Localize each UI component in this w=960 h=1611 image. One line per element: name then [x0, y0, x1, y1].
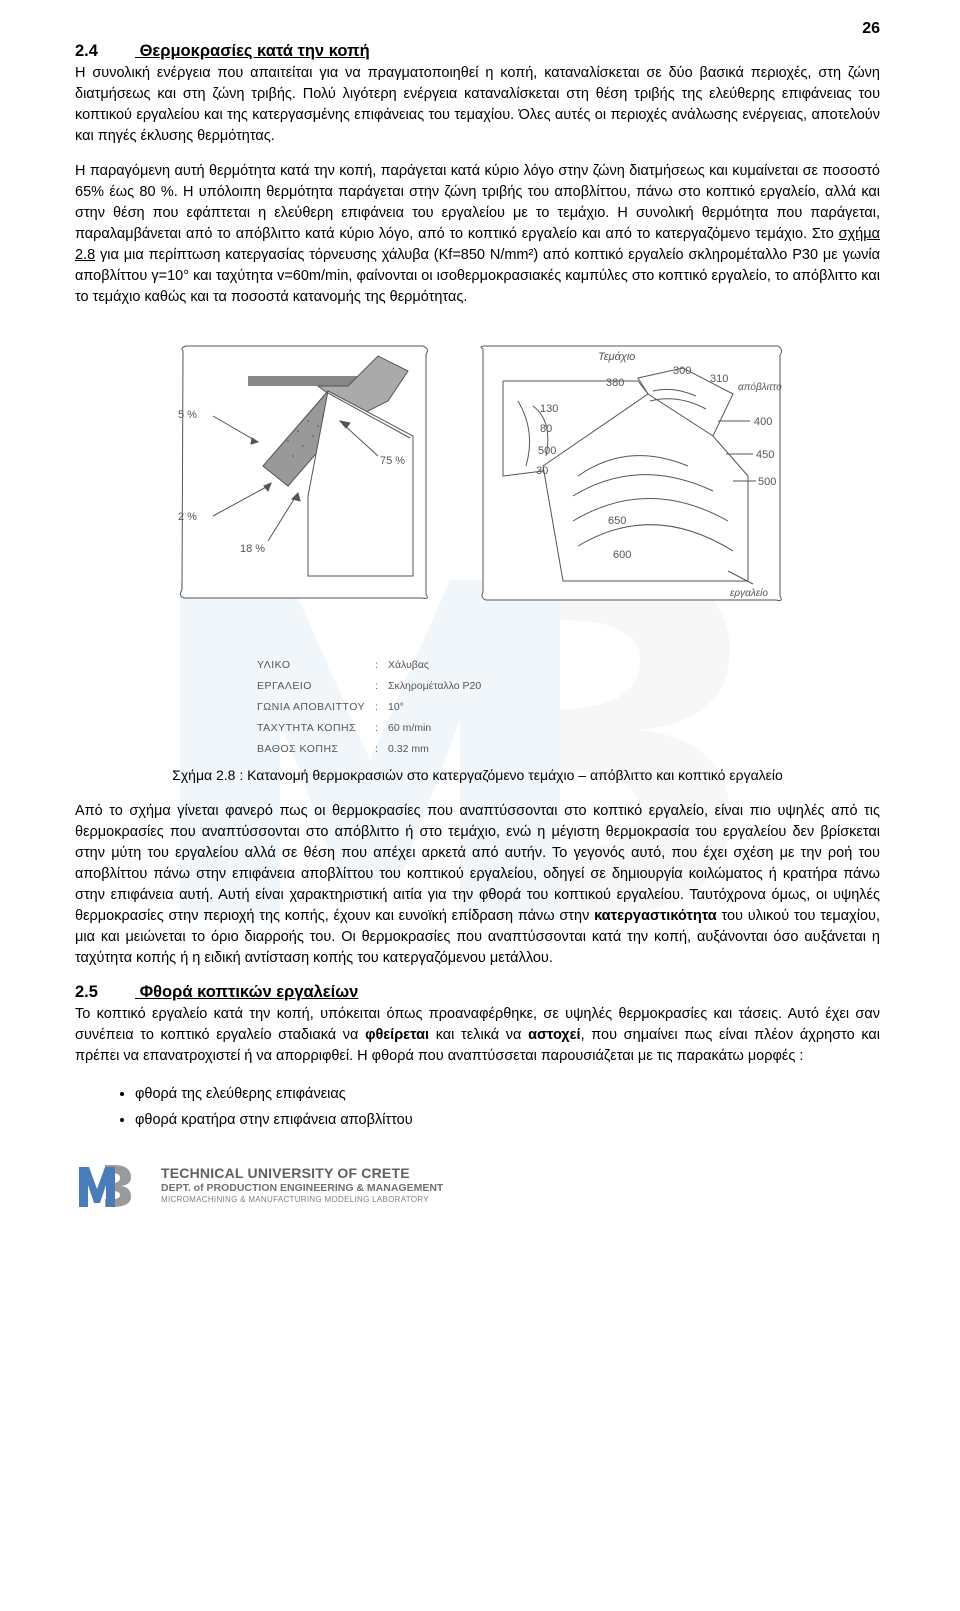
- svg-text:300: 300: [673, 365, 691, 377]
- svg-text:500: 500: [538, 445, 556, 457]
- footer-line-2: DEPT. of PRODUCTION ENGINEERING & MANAGE…: [161, 1182, 443, 1195]
- section-2-5-para: Το κοπτικό εργαλείο κατά την κοπή, υπόκε…: [75, 1004, 880, 1067]
- svg-text:30: 30: [536, 465, 548, 477]
- para-3: Από το σχήμα γίνεται φανερό πως οι θερμο…: [75, 801, 880, 969]
- section-number: 2.5: [75, 983, 135, 1002]
- lbl-temaxio: Τεμάχιο: [598, 351, 635, 363]
- section-2-5-header: 2.5 Φθορά κοπτικών εργαλείων: [75, 983, 880, 1002]
- svg-text:380: 380: [606, 377, 624, 389]
- pct-5: 5 %: [178, 409, 197, 421]
- pct-75: 75 %: [380, 455, 405, 467]
- figure-spec-table: ΥΛΙΚΟ:Χάλυβας ΕΡΓΑΛΕΙΟ:Σκληρομέταλλο P20…: [255, 654, 491, 760]
- list-item: φθορά της ελεύθερης επιφάνειας: [135, 1081, 880, 1107]
- section-2-4-header: 2.4 Θερμοκρασίες κατά την κοπή: [75, 42, 880, 61]
- svg-text:130: 130: [540, 403, 558, 415]
- footer-line-1: TECHNICAL UNIVERSITY OF CRETE: [161, 1165, 443, 1182]
- bold-katergastikotita: κατεργαστικότητα: [594, 908, 717, 924]
- footer-logo-icon: [75, 1161, 147, 1209]
- section-2-4-para-1: Η συνολική ενέργεια που απαιτείται για ν…: [75, 63, 880, 147]
- figure-caption: Σχήμα 2.8 : Κατανομή θερμοκρασιών στο κα…: [75, 767, 880, 783]
- section-title: Φθορά κοπτικών εργαλείων: [140, 983, 359, 1001]
- page-footer: TECHNICAL UNIVERSITY OF CRETE DEPT. of P…: [75, 1161, 880, 1209]
- svg-text:450: 450: [756, 449, 774, 461]
- section-title: Θερμοκρασίες κατά την κοπή: [140, 42, 370, 60]
- svg-text:600: 600: [613, 549, 631, 561]
- footer-text: TECHNICAL UNIVERSITY OF CRETE DEPT. of P…: [161, 1165, 443, 1204]
- svg-text:500: 500: [758, 476, 776, 488]
- section-2-4-para-2: Η παραγόμενη αυτή θερμότητα κατά την κοπ…: [75, 161, 880, 308]
- wear-types-list: φθορά της ελεύθερης επιφάνειας φθορά κρα…: [135, 1081, 880, 1133]
- svg-text:400: 400: [754, 416, 772, 428]
- section-number: 2.4: [75, 42, 135, 61]
- pct-2: 2 %: [178, 511, 197, 523]
- lbl-ergaleio: εργαλείο: [730, 587, 768, 599]
- pct-18: 18 %: [240, 543, 265, 555]
- footer-line-3: MICROMACHINING & MANUFACTURING MODELING …: [161, 1195, 443, 1205]
- figure-2-8: 5 % 75 % 2 % 18 % Τεμάχιο: [75, 326, 880, 636]
- lbl-apovlitto: απόβλιττο: [738, 381, 782, 393]
- svg-text:80: 80: [540, 423, 552, 435]
- page-number: 26: [75, 20, 880, 38]
- list-item: φθορά κρατήρα στην επιφάνεια αποβλίττου: [135, 1107, 880, 1133]
- svg-text:650: 650: [608, 515, 626, 527]
- svg-text:310: 310: [710, 373, 728, 385]
